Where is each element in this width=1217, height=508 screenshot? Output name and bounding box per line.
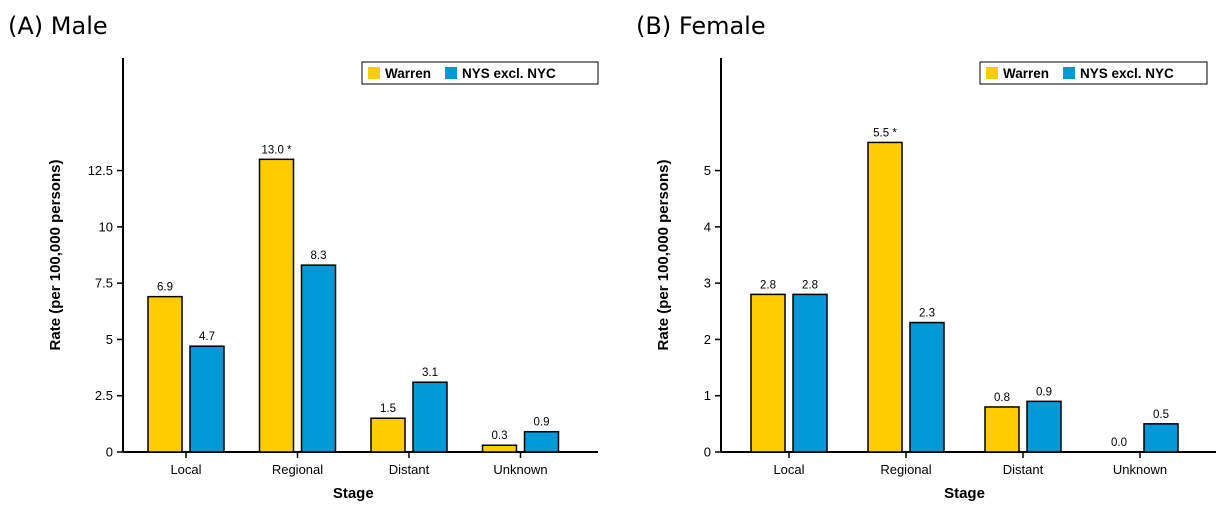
legend-label: NYS excl. NYC	[1080, 66, 1174, 81]
data-label: 0.0	[1111, 437, 1127, 449]
chart-panel-male: (A) Male 0 2.5 5 7.5 10 12.5 Local 6.9 4.7 Region…	[0, 0, 608, 508]
y-tick-label: 2.5	[95, 388, 113, 403]
y-axis-title: Rate (per 100,000 persons)	[47, 160, 64, 351]
bar-nys	[523, 430, 560, 453]
data-label: 2.8	[760, 279, 776, 291]
y-tick-label: 5	[704, 163, 711, 178]
data-label: 3.1	[422, 367, 438, 379]
bar-nys	[189, 345, 225, 453]
data-label: 1.5	[380, 403, 396, 415]
bar-warren	[984, 406, 1020, 453]
legend-swatch-nys	[445, 67, 458, 79]
x-axis-title: Stage	[333, 485, 374, 502]
bar-warren	[867, 141, 903, 453]
data-label: 0.3	[492, 430, 508, 442]
data-label: 2.8	[802, 279, 818, 291]
x-axis-title: Stage	[944, 485, 985, 502]
bar-nys	[412, 381, 448, 453]
chart-title: (A) Male	[8, 12, 108, 40]
data-label: 6.9	[157, 282, 173, 294]
bar-warren	[750, 293, 786, 453]
y-tick-label: 0	[106, 445, 113, 460]
y-tick-label: 5	[106, 332, 113, 347]
y-tick-label: 10	[99, 219, 113, 234]
legend-swatch-warren	[368, 67, 380, 79]
x-tick-label: Unknown	[1113, 462, 1167, 477]
bar-warren	[147, 295, 183, 453]
y-tick-label: 7.5	[95, 276, 113, 291]
data-label: 0.8	[994, 392, 1010, 404]
y-tick-label: 3	[704, 276, 711, 291]
chart-panel-female: (B) Female 0 1 2 3 4 5 Local 2.8 2.8 Regional 5.5 …	[608, 0, 1217, 508]
legend-box	[979, 61, 1208, 85]
data-label: 0.9	[534, 417, 550, 429]
legend-label: Warren	[1003, 66, 1049, 81]
y-tick-label: 2	[704, 332, 711, 347]
y-tick-label: 4	[704, 219, 711, 234]
bar-nys	[909, 321, 945, 453]
bar-nys	[792, 293, 828, 453]
data-label: 8.3	[311, 250, 327, 262]
bar-warren	[370, 417, 406, 453]
y-axis-title: Rate (per 100,000 persons)	[655, 160, 672, 351]
legend-label: NYS excl. NYC	[462, 66, 556, 81]
data-label: 4.7	[199, 331, 215, 343]
data-label: 13.0 *	[261, 144, 292, 156]
x-tick-label: Regional	[880, 462, 931, 477]
legend-swatch-nys	[1063, 67, 1076, 79]
legend-box	[361, 61, 599, 85]
x-tick-label: Distant	[389, 462, 430, 477]
data-label: 2.3	[919, 308, 935, 320]
bar-warren	[481, 444, 518, 453]
bar-chart-female: 0 1 2 3 4 5 Local 2.8 2.8 Regional 5.5 * 2.3 Distant…	[655, 58, 1216, 502]
y-tick-label: 12.5	[88, 163, 113, 178]
y-tick-label: 1	[704, 388, 711, 403]
bar-warren	[258, 158, 295, 453]
bar-nys	[1026, 400, 1062, 453]
y-tick-label: 0	[704, 445, 711, 460]
x-tick-label: Regional	[272, 462, 323, 477]
chart-title: (B) Female	[636, 12, 766, 40]
legend-swatch-warren	[986, 67, 998, 79]
bar-nys	[1143, 423, 1179, 453]
legend-label: Warren	[385, 66, 431, 81]
x-tick-label: Unknown	[493, 462, 547, 477]
data-label: 0.9	[1036, 386, 1052, 398]
data-label: 0.5	[1153, 409, 1169, 421]
data-label: 5.5 *	[873, 127, 897, 139]
bar-chart-male: 0 2.5 5 7.5 10 12.5 Local 6.9 4.7 Regional 13.0 * 8…	[47, 58, 599, 502]
x-tick-label: Distant	[1003, 462, 1044, 477]
bar-nys	[300, 264, 337, 453]
x-tick-label: Local	[773, 462, 804, 477]
x-tick-label: Local	[170, 462, 201, 477]
